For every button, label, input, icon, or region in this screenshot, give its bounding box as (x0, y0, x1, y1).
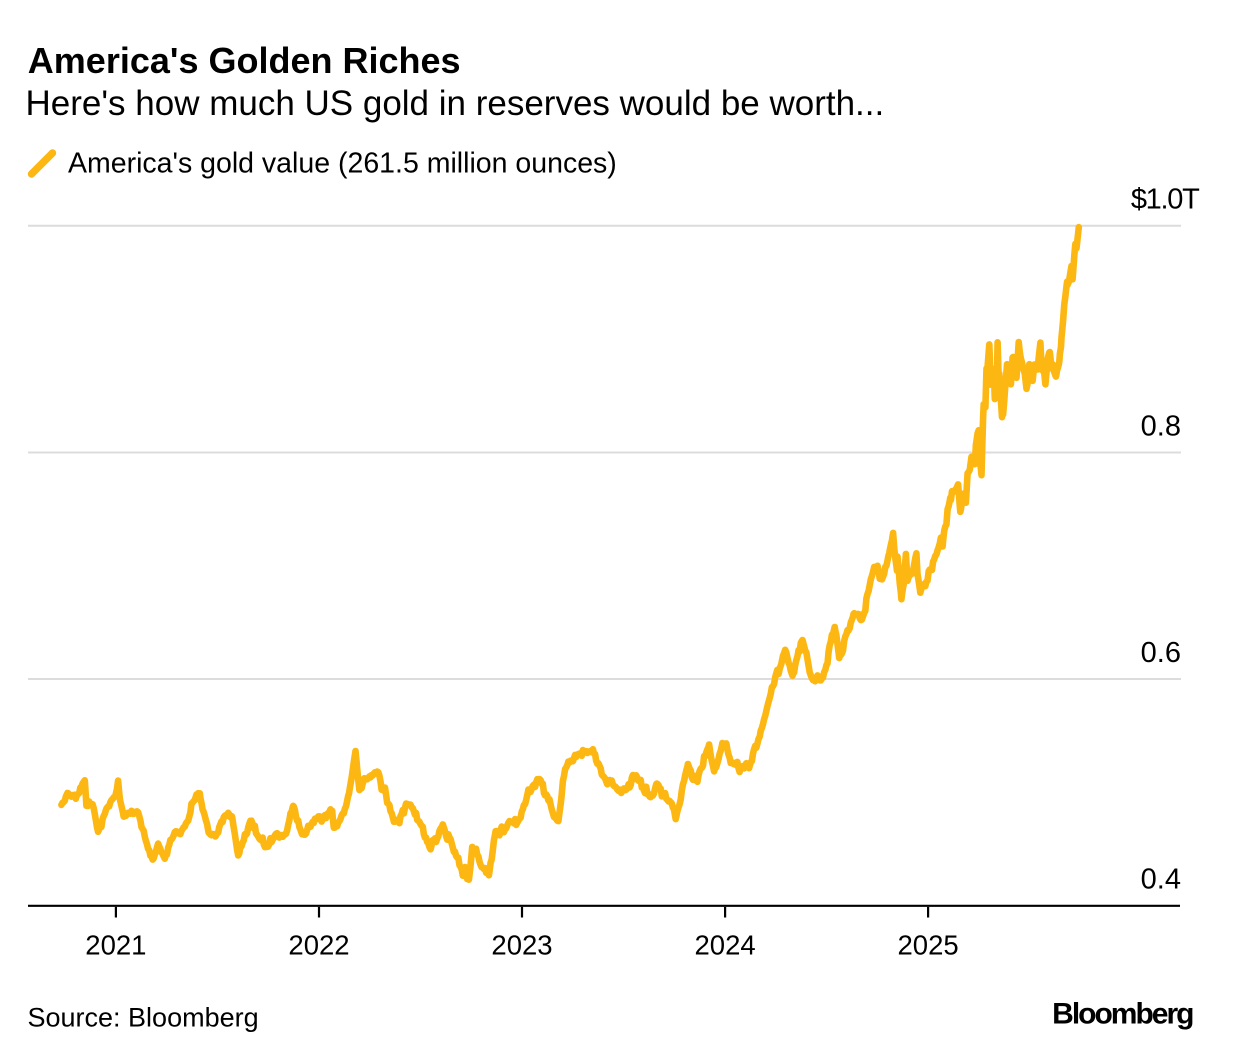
svg-text:0.8: 0.8 (1141, 411, 1181, 443)
svg-text:America's Golden Riches: America's Golden Riches (28, 40, 461, 81)
svg-text:$1.0T: $1.0T (1131, 183, 1200, 215)
svg-text:America's gold value (261.5 mi: America's gold value (261.5 million ounc… (68, 148, 617, 180)
svg-text:2023: 2023 (491, 930, 552, 961)
svg-text:Here's how much US gold in res: Here's how much US gold in reserves woul… (26, 84, 885, 123)
svg-text:Bloomberg: Bloomberg (1052, 998, 1193, 1031)
svg-text:2025: 2025 (898, 930, 959, 961)
svg-text:2024: 2024 (695, 930, 756, 961)
svg-text:2022: 2022 (288, 930, 349, 961)
svg-text:0.6: 0.6 (1141, 637, 1181, 669)
svg-text:Source: Bloomberg: Source: Bloomberg (28, 1003, 259, 1033)
svg-text:0.4: 0.4 (1141, 864, 1181, 896)
svg-text:2021: 2021 (85, 930, 146, 961)
